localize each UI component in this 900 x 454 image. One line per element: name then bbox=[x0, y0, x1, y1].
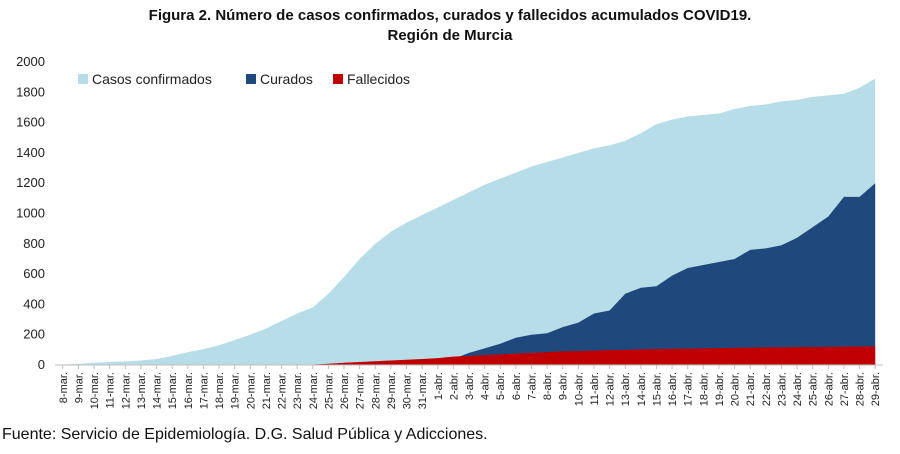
x-tick-label: 9-mar. bbox=[73, 372, 85, 403]
legend-label-fallecidos: Fallecidos bbox=[347, 71, 410, 87]
area-curados bbox=[62, 183, 876, 365]
y-tick-label: 1600 bbox=[16, 115, 45, 130]
y-tick-label: 1000 bbox=[16, 206, 45, 221]
x-tick-label: 22-abr. bbox=[761, 372, 773, 406]
x-tick-label: 28-mar. bbox=[370, 372, 382, 409]
x-tick-label: 26-abr. bbox=[823, 372, 835, 406]
x-tick-label: 10-abr. bbox=[573, 372, 585, 406]
chart-title-line1: Figura 2. Número de casos confirmados, c… bbox=[148, 7, 752, 24]
x-tick-label: 19-mar. bbox=[230, 372, 242, 409]
x-tick-label: 18-abr. bbox=[698, 372, 710, 406]
x-tick-label: 15-mar. bbox=[167, 372, 179, 409]
x-tick-label: 28-abr. bbox=[855, 372, 867, 406]
y-tick-label: 800 bbox=[23, 236, 45, 251]
legend-swatch-fallecidos bbox=[333, 74, 343, 84]
area-fallecidos bbox=[62, 346, 876, 365]
x-tick-label: 8-abr. bbox=[542, 372, 554, 400]
y-tick-label: 1400 bbox=[16, 145, 45, 160]
y-tick-label: 1200 bbox=[16, 175, 45, 190]
x-tick-label: 23-mar. bbox=[292, 372, 304, 409]
x-tick-label: 10-mar. bbox=[89, 372, 101, 409]
x-tick-label: 16-abr. bbox=[667, 372, 679, 406]
x-tick-label: 13-abr. bbox=[620, 372, 632, 406]
x-tick-label: 22-mar. bbox=[277, 372, 289, 409]
x-tick-label: 20-abr. bbox=[730, 372, 742, 406]
x-tick-label: 20-mar. bbox=[245, 372, 257, 409]
y-tick-label: 400 bbox=[23, 296, 45, 311]
x-tick-label: 11-abr. bbox=[589, 372, 601, 405]
x-tick-label: 2-abr. bbox=[448, 372, 460, 400]
x-tick-label: 11-mar. bbox=[105, 372, 117, 408]
y-tick-label: 600 bbox=[23, 266, 45, 281]
x-tick-label: 27-abr. bbox=[839, 372, 851, 406]
x-tick-label: 3-abr. bbox=[464, 372, 476, 400]
x-tick-label: 12-abr. bbox=[605, 372, 617, 406]
x-tick-label: 16-mar. bbox=[183, 372, 195, 409]
legend-label-curados: Curados bbox=[260, 71, 313, 87]
y-tick-label: 1800 bbox=[16, 84, 45, 99]
x-tick-label: 24-abr. bbox=[792, 372, 804, 406]
x-tick-label: 13-mar. bbox=[136, 372, 148, 409]
x-tick-label: 4-abr. bbox=[480, 372, 492, 400]
x-tick-label: 18-mar. bbox=[214, 372, 226, 409]
area-chart: 0 200 400 600 800 1000 1200 1400 1600 1800 2000 8-m… bbox=[16, 54, 883, 409]
legend-swatch-curados bbox=[246, 74, 256, 84]
legend-label-casos-confirmados: Casos confirmados bbox=[92, 71, 212, 87]
x-tick-label: 9-abr. bbox=[558, 372, 570, 400]
x-tick-label: 21-abr. bbox=[745, 372, 757, 406]
x-tick-label: 14-mar. bbox=[152, 372, 164, 409]
x-tick-label: 17-abr. bbox=[683, 372, 695, 406]
x-tick-label: 14-abr. bbox=[636, 372, 648, 406]
source-note: Fuente: Servicio de Epidemiología. D.G. … bbox=[2, 426, 488, 443]
chart-subtitle: Región de Murcia bbox=[387, 27, 513, 44]
x-tick-label: 7-abr. bbox=[526, 372, 538, 400]
x-tick-label: 29-mar. bbox=[386, 372, 398, 409]
x-tick-label: 31-mar. bbox=[417, 372, 429, 409]
chart-title: Figura 2. Número de casos confirmados, c… bbox=[0, 6, 900, 46]
x-tick-label: 26-mar. bbox=[339, 372, 351, 409]
x-tick-label: 15-abr. bbox=[651, 372, 663, 406]
x-tick-label: 12-mar. bbox=[120, 372, 132, 409]
x-tick-label: 23-abr. bbox=[776, 372, 788, 406]
y-tick-label: 2000 bbox=[16, 54, 45, 69]
x-tick-label: 5-abr. bbox=[495, 372, 507, 400]
x-tick-label: 6-abr. bbox=[511, 372, 523, 400]
y-tick-label: 0 bbox=[38, 357, 45, 372]
x-tick-label: 25-mar. bbox=[323, 372, 335, 409]
x-tick-label: 21-mar. bbox=[261, 372, 273, 409]
x-tick-label: 25-abr. bbox=[808, 372, 820, 406]
x-tick-label: 17-mar. bbox=[198, 372, 210, 409]
x-tick-label: 29-abr. bbox=[870, 372, 882, 406]
x-tick-label: 19-abr. bbox=[714, 372, 726, 406]
x-tick-label: 1-abr. bbox=[433, 372, 445, 400]
x-tick-label: 8-mar. bbox=[58, 372, 70, 403]
legend-swatch-casos-confirmados bbox=[78, 74, 88, 84]
y-tick-label: 200 bbox=[23, 327, 45, 342]
x-tick-label: 30-mar. bbox=[402, 372, 414, 409]
x-tick-label: 27-mar. bbox=[355, 372, 367, 409]
x-tick-label: 24-mar. bbox=[308, 372, 320, 409]
